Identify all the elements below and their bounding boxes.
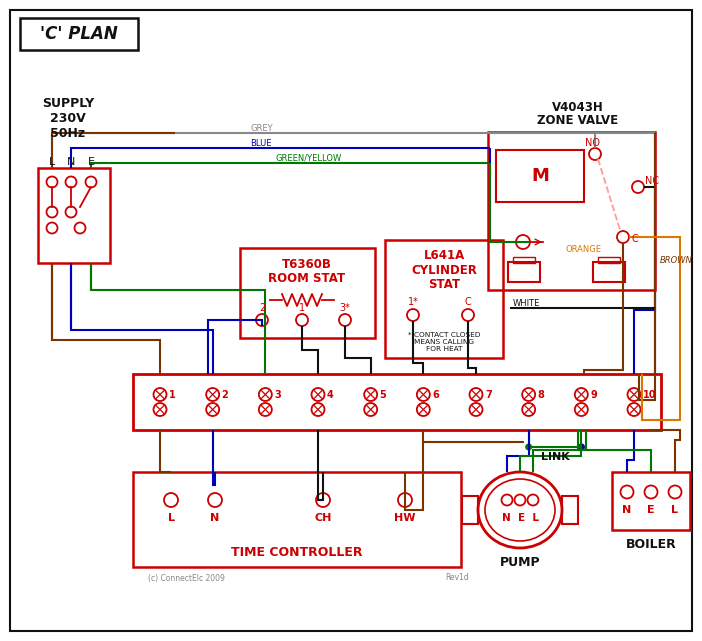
Text: 7: 7	[485, 390, 491, 400]
Bar	[488, 132, 655, 290]
Text: STAT: STAT	[428, 278, 460, 290]
Text: GREEN/YELLOW: GREEN/YELLOW	[275, 153, 341, 163]
Bar	[593, 262, 625, 282]
Text: L: L	[672, 505, 679, 515]
Bar	[385, 240, 503, 358]
Text: C: C	[631, 234, 637, 244]
Text: V4043H: V4043H	[552, 101, 604, 113]
Bar	[133, 472, 461, 567]
Text: NC: NC	[645, 176, 659, 186]
Text: LINK: LINK	[541, 452, 569, 462]
Text: * CONTACT CLOSED
MEANS CALLING
FOR HEAT: * CONTACT CLOSED MEANS CALLING FOR HEAT	[408, 332, 480, 352]
Circle shape	[578, 444, 585, 451]
Text: L: L	[168, 513, 175, 523]
Text: 8: 8	[538, 390, 545, 400]
Circle shape	[578, 444, 585, 451]
Text: ORANGE: ORANGE	[565, 244, 601, 253]
Text: Rev1d: Rev1d	[445, 574, 469, 583]
Bar	[462, 496, 478, 524]
Bar	[20, 18, 138, 50]
Text: BOILER: BOILER	[625, 538, 676, 551]
Text: C: C	[465, 297, 471, 307]
Text: WHITE: WHITE	[513, 299, 541, 308]
Text: 2: 2	[259, 303, 265, 313]
Bar	[513, 257, 535, 263]
Circle shape	[525, 444, 532, 451]
Text: M: M	[531, 167, 549, 185]
Text: T6360B: T6360B	[282, 258, 332, 271]
Text: HW: HW	[395, 513, 416, 523]
Text: NO: NO	[585, 138, 600, 148]
Text: 4: 4	[327, 390, 333, 400]
Text: L641A: L641A	[423, 249, 465, 262]
Text: (c) ConnectElc 2009: (c) ConnectElc 2009	[148, 574, 225, 583]
Text: CYLINDER: CYLINDER	[411, 263, 477, 276]
Bar	[133, 374, 661, 430]
Bar	[612, 472, 690, 530]
Text: 2: 2	[222, 390, 228, 400]
Text: 3*: 3*	[340, 303, 350, 313]
Text: N: N	[211, 513, 220, 523]
Text: SUPPLY
230V
50Hz: SUPPLY 230V 50Hz	[42, 97, 94, 140]
Text: ZONE VALVE: ZONE VALVE	[538, 113, 618, 126]
Text: 'C' PLAN: 'C' PLAN	[40, 25, 118, 43]
Text: GREY: GREY	[250, 124, 272, 133]
Text: E: E	[647, 505, 655, 515]
Text: E: E	[88, 157, 95, 167]
Text: 3: 3	[274, 390, 281, 400]
Text: BLUE: BLUE	[250, 138, 272, 147]
Text: N: N	[623, 505, 632, 515]
Text: 9: 9	[590, 390, 597, 400]
Text: 6: 6	[432, 390, 439, 400]
Text: PUMP: PUMP	[500, 556, 541, 569]
Text: 1: 1	[299, 303, 305, 313]
Text: N: N	[67, 157, 75, 167]
Text: BROWN: BROWN	[660, 256, 693, 265]
Bar	[38, 168, 110, 263]
Text: 10: 10	[643, 390, 656, 400]
Bar	[562, 496, 578, 524]
Text: ROOM STAT: ROOM STAT	[268, 272, 345, 285]
Text: TIME CONTROLLER: TIME CONTROLLER	[231, 545, 363, 558]
Bar	[508, 262, 540, 282]
Bar	[496, 150, 584, 202]
Text: CH: CH	[314, 513, 331, 523]
Text: 5: 5	[380, 390, 386, 400]
Text: L: L	[49, 157, 55, 167]
Bar	[598, 257, 620, 263]
Text: 1*: 1*	[408, 297, 418, 307]
Text: 1: 1	[169, 390, 176, 400]
Bar	[240, 248, 375, 338]
Text: N  E  L: N E L	[501, 513, 538, 523]
